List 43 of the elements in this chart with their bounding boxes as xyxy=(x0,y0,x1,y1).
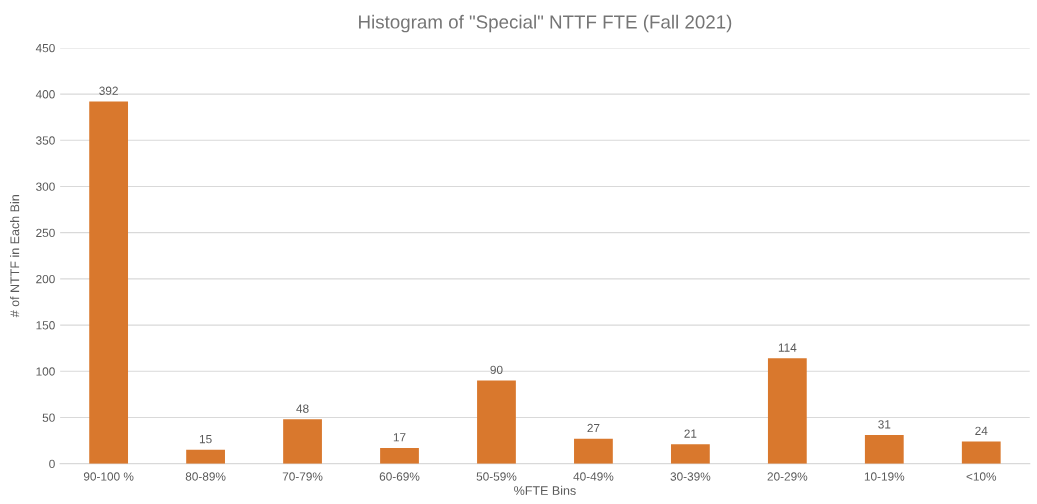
y-tick-label: 450 xyxy=(35,43,55,53)
x-tick-label: 60-69% xyxy=(379,472,420,481)
x-axis-title: %FTE Bins xyxy=(514,485,576,495)
y-tick-label: 100 xyxy=(36,367,55,376)
y-tick-label: 50 xyxy=(42,413,55,422)
x-tick-label: 90-100 % xyxy=(83,472,134,481)
data-label: 21 xyxy=(684,429,697,438)
y-tick-label: 200 xyxy=(36,274,55,284)
y-tick-label: 150 xyxy=(36,321,55,330)
bar xyxy=(380,447,419,464)
bar xyxy=(186,449,225,464)
data-label: 392 xyxy=(99,86,118,95)
x-tick-label: <10% xyxy=(966,472,997,481)
bar xyxy=(670,444,710,464)
data-label: 114 xyxy=(778,343,797,352)
bar xyxy=(574,438,613,464)
bar xyxy=(477,380,516,464)
x-tick-label: 20-29% xyxy=(767,472,808,481)
data-label: 90 xyxy=(490,365,503,375)
data-label: 31 xyxy=(878,420,891,429)
y-axis-title: # of NTTF in Each Bin xyxy=(10,195,20,318)
x-tick-label: 70-79% xyxy=(282,472,323,481)
y-tick-label: 300 xyxy=(36,182,55,191)
bar xyxy=(89,101,129,464)
bar xyxy=(283,419,322,464)
chart-title: Histogram of "Special" NTTF FTE (Fall 2021) xyxy=(359,14,732,33)
data-label: 24 xyxy=(975,426,988,435)
y-tick-label: 0 xyxy=(49,459,55,469)
y-tick-label: 350 xyxy=(36,136,55,145)
bar xyxy=(961,441,1001,464)
data-label: 17 xyxy=(393,433,406,442)
x-tick-label: 80-89% xyxy=(185,472,226,481)
data-label: 27 xyxy=(587,423,600,433)
bar xyxy=(864,435,904,464)
bar xyxy=(767,358,807,464)
data-label: 48 xyxy=(296,404,309,413)
x-tick-label: 50-59% xyxy=(476,472,517,481)
x-tick-label: 40-49% xyxy=(573,472,614,481)
data-label: 15 xyxy=(199,435,212,444)
x-tick-label: 30-39% xyxy=(670,472,711,481)
x-tick-label: 10-19% xyxy=(864,472,905,481)
y-tick-label: 400 xyxy=(35,90,55,99)
y-tick-label: 250 xyxy=(36,228,55,238)
